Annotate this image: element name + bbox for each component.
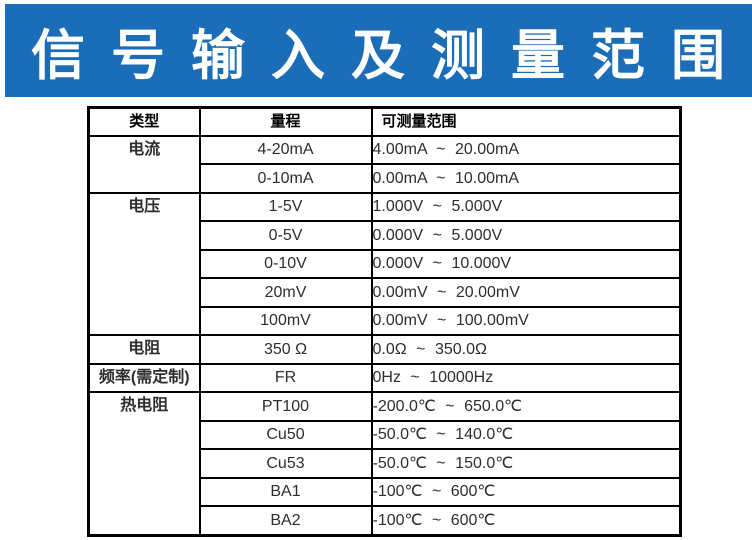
type-cell: 电阻: [87, 334, 201, 365]
table-row: 100mV 0.00mV ~ 100.00mV: [89, 305, 682, 337]
type-cell: 频率(需定制): [87, 362, 201, 394]
table-row: BA1 -100℃ ~ 600℃: [89, 476, 682, 508]
title-banner: 信 号 输 入 及 测 量 范 围: [5, 4, 752, 97]
col-header-measurable: 可测量范围: [370, 106, 682, 137]
measurable-cell: -100℃ ~ 600℃: [370, 476, 682, 508]
range-cell: BA1: [198, 476, 373, 508]
table-row: BA2 -100℃ ~ 600℃: [89, 505, 682, 537]
range-cell: 0-10V: [198, 248, 373, 280]
table-row: 热电阻 PT100 -200.0℃ ~ 650.0℃: [87, 391, 682, 537]
measurable-cell: 0.000V ~ 10.000V: [370, 248, 682, 280]
measurable-cell: 0.00mA ~ 10.00mA: [370, 163, 682, 194]
table-row: 0-10mA 0.00mA ~ 10.00mA: [89, 163, 682, 194]
measurable-cell: -50.0℃ ~ 150.0℃: [370, 448, 682, 479]
type-cell: 热电阻: [87, 391, 201, 537]
range-cell: PT100: [198, 391, 373, 422]
table-row: 频率(需定制) FR 0Hz ~ 10000Hz: [87, 362, 682, 394]
measurable-cell: 4.00mA ~ 20.00mA: [370, 134, 682, 166]
range-cell: 1-5V: [198, 191, 373, 223]
measurable-cell: -200.0℃ ~ 650.0℃: [370, 391, 682, 422]
measurable-cell: 0.00mV ~ 100.00mV: [370, 305, 682, 337]
range-cell: 100mV: [198, 305, 373, 337]
table-row: 0-5V 0.000V ~ 5.000V: [89, 220, 682, 251]
measurable-cell: 1.000V ~ 5.000V: [370, 191, 682, 223]
table-row: 电阻 350 Ω 0.0Ω ~ 350.0Ω: [87, 334, 682, 365]
measurable-cell: -100℃ ~ 600℃: [370, 505, 682, 537]
table-row: 电压 1-5V 1.000V ~ 5.000V: [87, 191, 682, 337]
range-cell: Cu53: [198, 448, 373, 479]
measurable-cell: 0Hz ~ 10000Hz: [370, 362, 682, 394]
range-cell: 350 Ω: [198, 334, 373, 365]
range-cell: BA2: [198, 505, 373, 537]
page-title: 信 号 输 入 及 测 量 范 围: [30, 26, 727, 86]
table-row: 0-10V 0.000V ~ 10.000V: [89, 248, 682, 280]
measurable-cell: 0.000V ~ 5.000V: [370, 220, 682, 251]
range-cell: 20mV: [198, 277, 373, 308]
col-header-range: 量程: [198, 106, 373, 137]
range-cell: 4-20mA: [198, 134, 373, 166]
range-cell: FR: [198, 362, 373, 394]
measurable-cell: -50.0℃ ~ 140.0℃: [370, 419, 682, 451]
measurement-range-table: 类型 量程 可测量范围 电流 4-20mA 4.00mA ~ 20.00mA 0…: [87, 106, 682, 537]
range-cell: 0-5V: [198, 220, 373, 251]
type-cell: 电流: [87, 135, 201, 194]
range-cell: 0-10mA: [198, 163, 373, 194]
col-header-type: 类型: [87, 106, 201, 137]
table-row: Cu50 -50.0℃ ~ 140.0℃: [89, 419, 682, 451]
table-row: 电流 4-20mA 4.00mA ~ 20.00mA: [87, 134, 682, 194]
measurable-cell: 0.0Ω ~ 350.0Ω: [370, 334, 682, 365]
range-cell: Cu50: [198, 419, 373, 451]
table-row: Cu53 -50.0℃ ~ 150.0℃: [89, 448, 682, 479]
table-header-row: 类型 量程 可测量范围: [87, 106, 682, 137]
table-row: 20mV 0.00mV ~ 20.00mV: [89, 277, 682, 308]
measurable-cell: 0.00mV ~ 20.00mV: [370, 277, 682, 308]
type-cell: 电压: [87, 191, 201, 337]
